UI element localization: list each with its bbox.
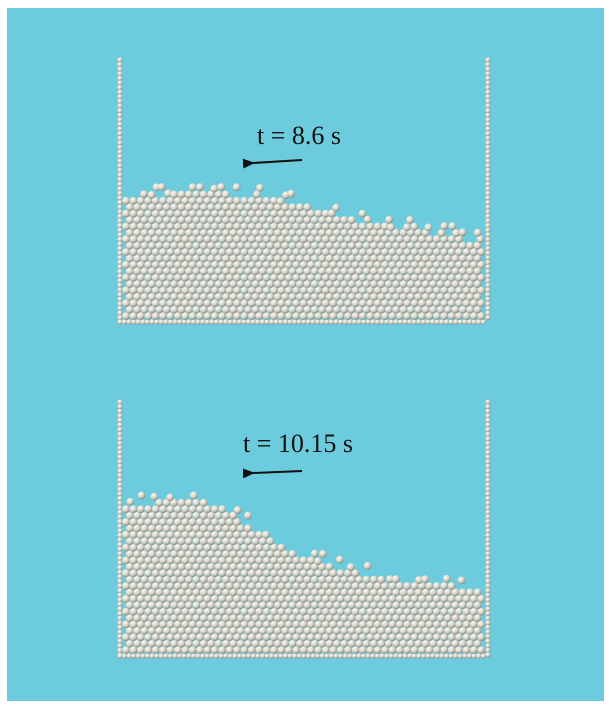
time-label: t = 10.15 s — [243, 429, 354, 458]
time-label: t = 8.6 s — [257, 121, 342, 150]
snapshot-t-8-6 — [117, 57, 491, 325]
granular-fill — [122, 491, 486, 654]
snapshot-t-10-15 — [117, 399, 491, 659]
tank-walls — [117, 57, 491, 325]
tank-walls — [117, 399, 491, 659]
motion-arrow — [242, 158, 303, 169]
motion-arrow — [242, 468, 303, 479]
granular-fill — [122, 183, 486, 320]
